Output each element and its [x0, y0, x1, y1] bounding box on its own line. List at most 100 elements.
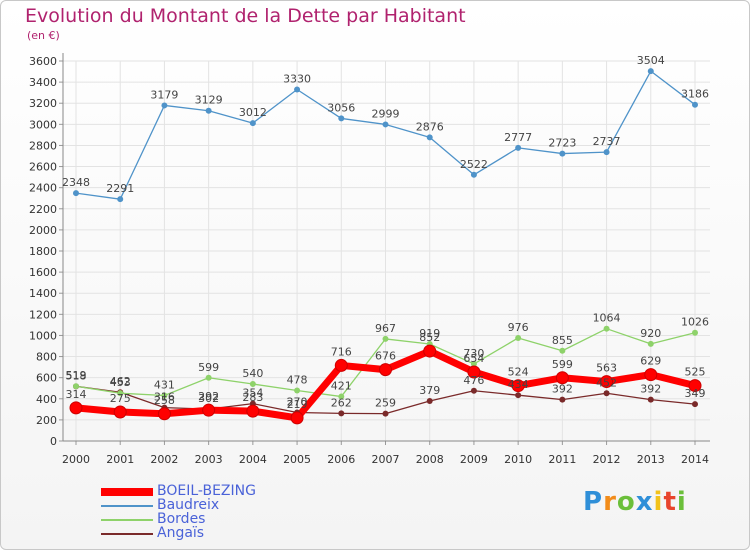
data-point-boeil-bezing — [157, 407, 171, 421]
legend-swatch-angais — [101, 533, 153, 535]
data-point-boeil-bezing — [644, 368, 658, 382]
data-label-bordes: 540 — [242, 367, 263, 380]
x-tick-label: 2002 — [150, 453, 178, 466]
data-label-bordes: 1026 — [681, 316, 709, 329]
data-label-bordes: 599 — [198, 361, 219, 374]
data-label-boeil-bezing: 524 — [508, 366, 529, 379]
data-label-baudreix: 3012 — [239, 106, 267, 119]
data-point-bordes — [382, 335, 389, 342]
data-point-baudreix — [117, 196, 124, 203]
data-label-boeil-bezing: 275 — [110, 392, 131, 405]
data-label-anga-s: 392 — [552, 383, 573, 396]
data-point-baudreix — [470, 171, 477, 178]
data-points — [69, 68, 702, 425]
data-point-bordes — [73, 383, 79, 390]
data-label-bordes: 920 — [640, 327, 661, 340]
data-label-boeil-bezing: 716 — [331, 345, 352, 358]
data-label-boeil-bezing: 563 — [596, 362, 617, 375]
data-label-bordes: 1064 — [593, 312, 621, 325]
data-label-baudreix: 3186 — [681, 88, 709, 101]
data-point-baudreix — [294, 86, 301, 93]
data-label-baudreix: 2522 — [460, 158, 488, 171]
data-point-anga-s — [470, 387, 477, 394]
x-tick-label: 2007 — [372, 453, 400, 466]
x-tick-label: 2008 — [416, 453, 444, 466]
data-label-bordes: 730 — [463, 347, 484, 360]
data-label-bordes: 967 — [375, 322, 396, 335]
data-label-baudreix: 3179 — [150, 88, 178, 101]
data-label-boeil-bezing: 314 — [66, 388, 87, 401]
data-label-bordes: 976 — [508, 321, 529, 334]
data-label-baudreix: 2723 — [548, 137, 576, 150]
data-point-baudreix — [205, 107, 212, 114]
data-label-anga-s: 518 — [66, 369, 87, 382]
y-tick-label: 3000 — [29, 118, 57, 131]
data-label-bordes: 453 — [110, 376, 131, 389]
data-label-anga-s: 379 — [419, 384, 440, 397]
data-point-bordes — [603, 325, 610, 332]
data-label-boeil-bezing: 219 — [287, 398, 308, 411]
data-point-baudreix — [73, 190, 79, 197]
data-point-anga-s — [426, 397, 433, 404]
data-label-baudreix: 2291 — [106, 182, 134, 195]
data-label-anga-s: 270 — [287, 396, 308, 409]
data-label-bordes: 855 — [552, 334, 573, 347]
data-point-anga-s — [647, 396, 654, 403]
data-point-bordes — [470, 360, 477, 367]
data-label-anga-s: 316 — [154, 391, 175, 404]
data-point-baudreix — [559, 150, 566, 157]
x-tick-label: 2011 — [548, 453, 576, 466]
data-label-bordes: 478 — [287, 374, 308, 387]
data-point-boeil-bezing — [290, 411, 304, 425]
data-label-boeil-bezing: 599 — [552, 358, 573, 371]
chart-subtitle: (en €) — [27, 29, 60, 42]
x-tick-label: 2009 — [460, 453, 488, 466]
data-label-bordes: 919 — [419, 327, 440, 340]
data-label-boeil-bezing: 525 — [685, 366, 706, 379]
y-tick-label: 200 — [36, 414, 57, 427]
x-tick-label: 2001 — [106, 453, 134, 466]
legend-swatch-baudreix — [101, 505, 153, 507]
data-point-bordes — [692, 329, 698, 336]
x-tick-label: 2005 — [283, 453, 311, 466]
data-point-boeil-bezing — [379, 363, 392, 377]
gridlines — [63, 60, 710, 442]
data-point-bordes — [515, 334, 522, 341]
y-tick-label: 0 — [50, 435, 57, 448]
data-point-baudreix — [161, 102, 168, 109]
data-point-boeil-bezing — [600, 375, 614, 389]
data-point-anga-s — [692, 401, 698, 408]
legend-swatch-boeil-bezing — [101, 488, 153, 496]
chart-title: Evolution du Montant de la Dette par Hab… — [25, 5, 466, 27]
x-tick-label: 2000 — [62, 453, 90, 466]
data-point-baudreix — [692, 101, 698, 108]
data-label-boeil-bezing: 283 — [242, 391, 263, 404]
y-tick-label: 3200 — [29, 97, 57, 110]
data-point-boeil-bezing — [334, 358, 348, 372]
data-point-anga-s — [559, 396, 566, 403]
data-point-boeil-bezing — [511, 379, 525, 393]
data-label-baudreix: 2348 — [62, 176, 90, 189]
data-point-anga-s — [382, 410, 389, 417]
data-label-boeil-bezing: 676 — [375, 350, 396, 363]
y-tick-label: 1800 — [29, 245, 57, 258]
x-tick-label: 2010 — [504, 453, 532, 466]
data-point-bordes — [559, 347, 566, 354]
data-label-anga-s: 392 — [640, 383, 661, 396]
data-label-anga-s: 452 — [596, 376, 617, 389]
y-tick-label: 1600 — [29, 266, 57, 279]
x-tick-label: 2014 — [681, 453, 709, 466]
y-tick-label: 3400 — [29, 76, 57, 89]
data-point-bordes — [205, 374, 212, 381]
y-tick-label: 2000 — [29, 224, 57, 237]
data-point-bordes — [338, 393, 345, 400]
data-label-boeil-bezing: 654 — [463, 352, 484, 365]
data-point-baudreix — [249, 120, 256, 127]
data-label-boeil-bezing: 292 — [198, 390, 219, 403]
data-point-boeil-bezing — [113, 405, 127, 419]
y-tick-label: 1400 — [29, 287, 57, 300]
x-tick-label: 2003 — [195, 453, 223, 466]
data-label-anga-s: 302 — [198, 392, 219, 405]
